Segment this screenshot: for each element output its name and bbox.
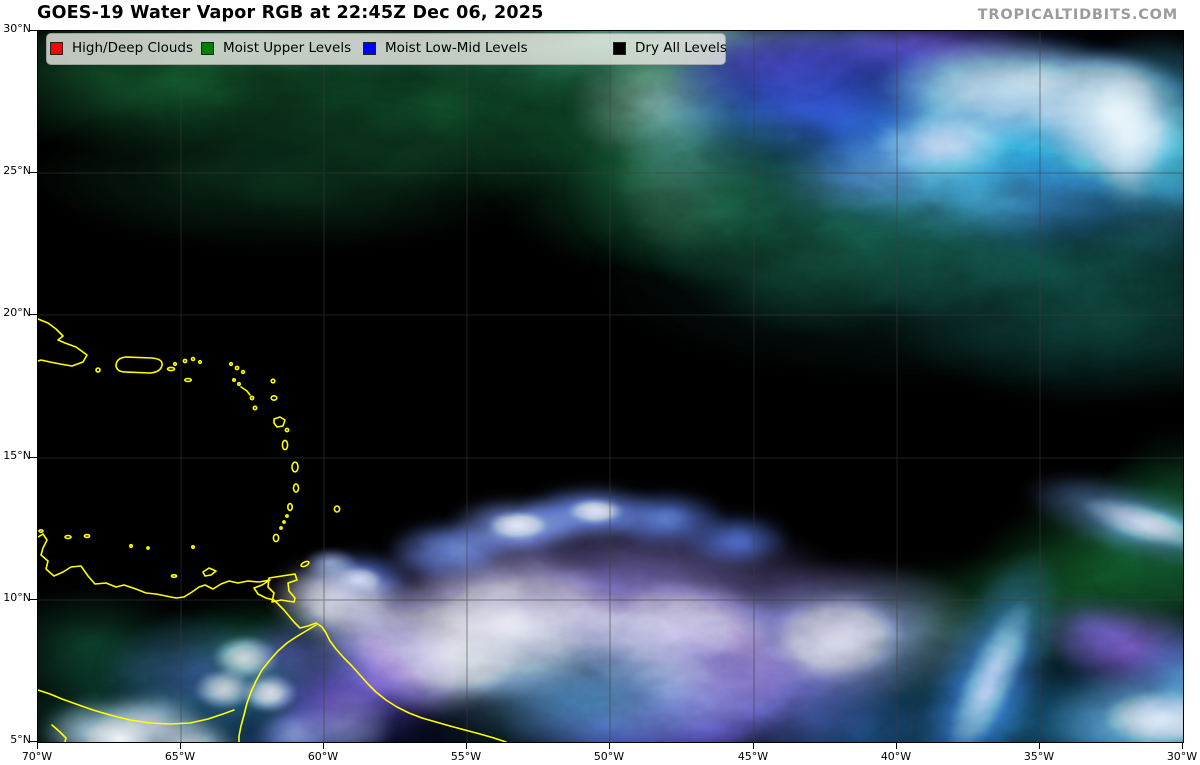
map-legend: High/Deep Clouds Moist Upper Levels Mois… (46, 33, 727, 65)
lon-tick-mark (37, 743, 38, 749)
legend-item: Dry All Levels (613, 34, 727, 62)
lat-tick-mark (30, 599, 37, 600)
lon-tick-mark (180, 743, 181, 749)
legend-swatch-dry (613, 41, 626, 55)
lon-tick-label: 70°W (21, 750, 53, 763)
lat-tick-label: 5°N (10, 733, 31, 746)
legend-label: Moist Low-Mid Levels (385, 40, 528, 56)
lon-tick-label: 55°W (450, 750, 482, 763)
lon-tick-label: 50°W (593, 750, 625, 763)
legend-item: Moist Upper Levels (201, 34, 351, 62)
lon-tick-label: 30°W (1166, 750, 1198, 763)
legend-label: High/Deep Clouds (72, 40, 194, 56)
brand-watermark: TROPICALTIDBITS.COM (977, 7, 1178, 23)
lat-tick-label: 10°N (3, 591, 31, 604)
legend-label: Dry All Levels (635, 40, 727, 56)
lon-tick-label: 60°W (307, 750, 339, 763)
lon-tick-mark (609, 743, 610, 749)
legend-swatch-high-deep-clouds (50, 41, 63, 55)
lon-tick-label: 35°W (1023, 750, 1055, 763)
lon-tick-mark (466, 743, 467, 749)
lon-tick-label: 45°W (737, 750, 769, 763)
lon-tick-mark (323, 743, 324, 749)
lat-tick-mark (30, 457, 37, 458)
lon-tick-mark (753, 743, 754, 749)
lon-tick-label: 40°W (880, 750, 912, 763)
lon-tick-mark (1039, 743, 1040, 749)
legend-item: Moist Low-Mid Levels (363, 34, 528, 62)
legend-swatch-moist-lowmid (363, 41, 376, 55)
lat-tick-label: 20°N (3, 306, 31, 319)
lon-tick-label: 65°W (164, 750, 196, 763)
satellite-imagery (38, 31, 1183, 742)
lat-tick-label: 15°N (3, 449, 31, 462)
lat-tick-label: 30°N (3, 22, 31, 35)
lat-tick-mark (30, 30, 37, 31)
satellite-map: High/Deep Clouds Moist Upper Levels Mois… (37, 30, 1184, 743)
lat-tick-mark (30, 314, 37, 315)
lat-tick-mark (30, 172, 37, 173)
lon-tick-mark (1182, 743, 1183, 749)
lat-tick-label: 25°N (3, 164, 31, 177)
legend-swatch-moist-upper (201, 41, 214, 55)
lat-tick-mark (30, 741, 37, 742)
legend-label: Moist Upper Levels (223, 40, 352, 56)
page-title: GOES-19 Water Vapor RGB at 22:45Z Dec 06… (37, 3, 544, 23)
legend-item: High/Deep Clouds (50, 34, 193, 62)
lon-tick-mark (896, 743, 897, 749)
